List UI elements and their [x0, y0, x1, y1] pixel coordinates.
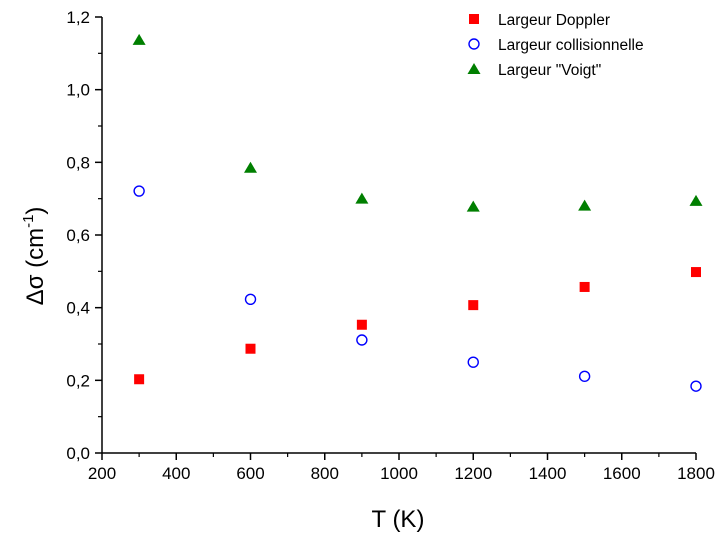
y-tick-label: 0,6 — [66, 226, 90, 245]
x-tick-label: 1200 — [454, 464, 492, 483]
y-tick-label: 0,0 — [66, 444, 90, 463]
series-1-point — [468, 357, 478, 367]
series-2-point — [244, 162, 257, 173]
x-tick-label: 1600 — [603, 464, 641, 483]
x-axis-title: T (K) — [372, 506, 425, 533]
x-tick-label: 200 — [88, 464, 116, 483]
legend-label-1: Largeur collisionnelle — [498, 37, 644, 54]
x-tick-label: 1400 — [529, 464, 567, 483]
series-0-point — [357, 320, 367, 330]
series-1-point — [580, 371, 590, 381]
legend-label-0: Largeur Doppler — [498, 12, 610, 29]
tick-labels: 200 400 600 800 1000 1200 1400 1600 1800 0,0 0,2 0,… — [66, 8, 715, 483]
series-2-point — [133, 34, 146, 45]
series-0-point — [468, 300, 478, 310]
ticks — [95, 17, 696, 460]
series-2-point — [578, 200, 591, 211]
y-tick-label: 1,0 — [66, 81, 90, 100]
legend-label-2: Largeur "Voigt" — [498, 62, 601, 79]
y-tick-label: 0,4 — [66, 299, 90, 318]
x-tick-label: 400 — [162, 464, 190, 483]
x-tick-label: 1800 — [677, 464, 715, 483]
series-1-point — [691, 381, 701, 391]
y-tick-label: 1,2 — [66, 8, 90, 27]
x-tick-label: 600 — [236, 464, 264, 483]
x-tick-label: 800 — [311, 464, 339, 483]
series-0-point — [246, 344, 256, 354]
x-tick-label: 1000 — [380, 464, 418, 483]
legend-marker-0 — [469, 14, 479, 24]
y-axis-title: Δσ (cm-1) — [20, 207, 49, 306]
legend-marker-1 — [469, 39, 479, 49]
series-1-point — [134, 186, 144, 196]
y-axis-title-sup: -1 — [20, 215, 37, 228]
series-0-point — [580, 282, 590, 292]
series-0-point — [134, 374, 144, 384]
axes — [102, 17, 696, 453]
legend: Largeur Doppler Largeur collisionnelle Lar… — [468, 12, 644, 79]
y-tick-label: 0,2 — [66, 371, 90, 390]
series-2-point — [690, 195, 703, 206]
series-1-point — [246, 294, 256, 304]
data-points — [133, 34, 703, 391]
series-2-point — [467, 201, 480, 212]
series-2-point — [355, 193, 368, 204]
series-0-point — [691, 267, 701, 277]
legend-marker-2 — [468, 63, 481, 74]
y-tick-label: 0,8 — [66, 153, 90, 172]
y-axis-title-close: ) — [22, 207, 49, 215]
series-1-point — [357, 335, 367, 345]
y-axis-title-main: Δσ (cm — [22, 228, 49, 306]
